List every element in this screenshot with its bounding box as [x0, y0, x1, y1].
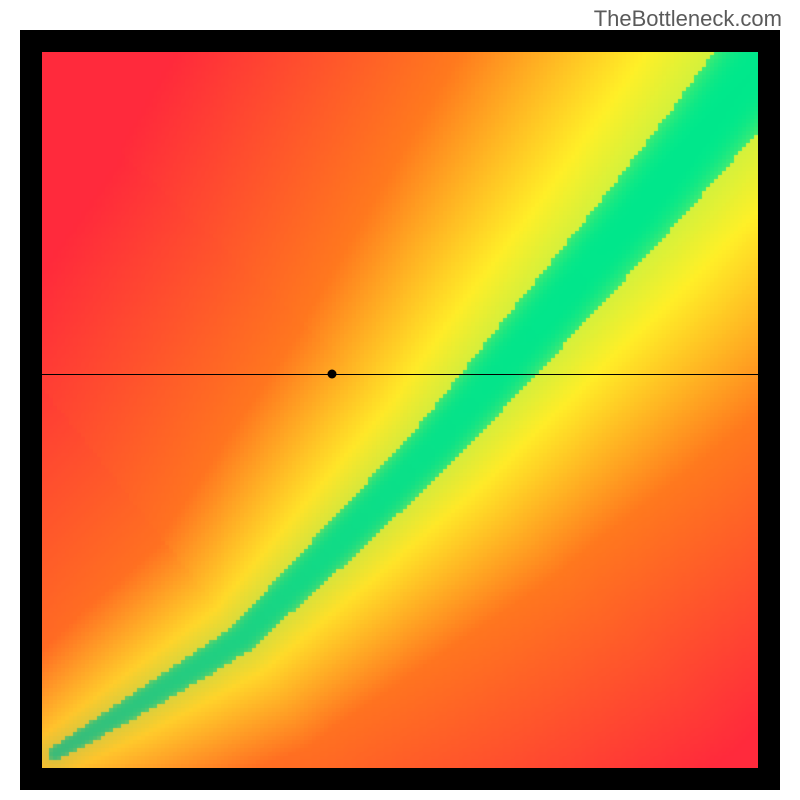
marker-point [327, 370, 336, 379]
watermark-label: TheBottleneck.com [594, 6, 782, 32]
chart-container: TheBottleneck.com [0, 0, 800, 800]
heatmap-canvas [42, 52, 758, 768]
crosshair-horizontal [42, 374, 758, 375]
plot-frame [20, 30, 780, 790]
plot-area [42, 52, 758, 768]
